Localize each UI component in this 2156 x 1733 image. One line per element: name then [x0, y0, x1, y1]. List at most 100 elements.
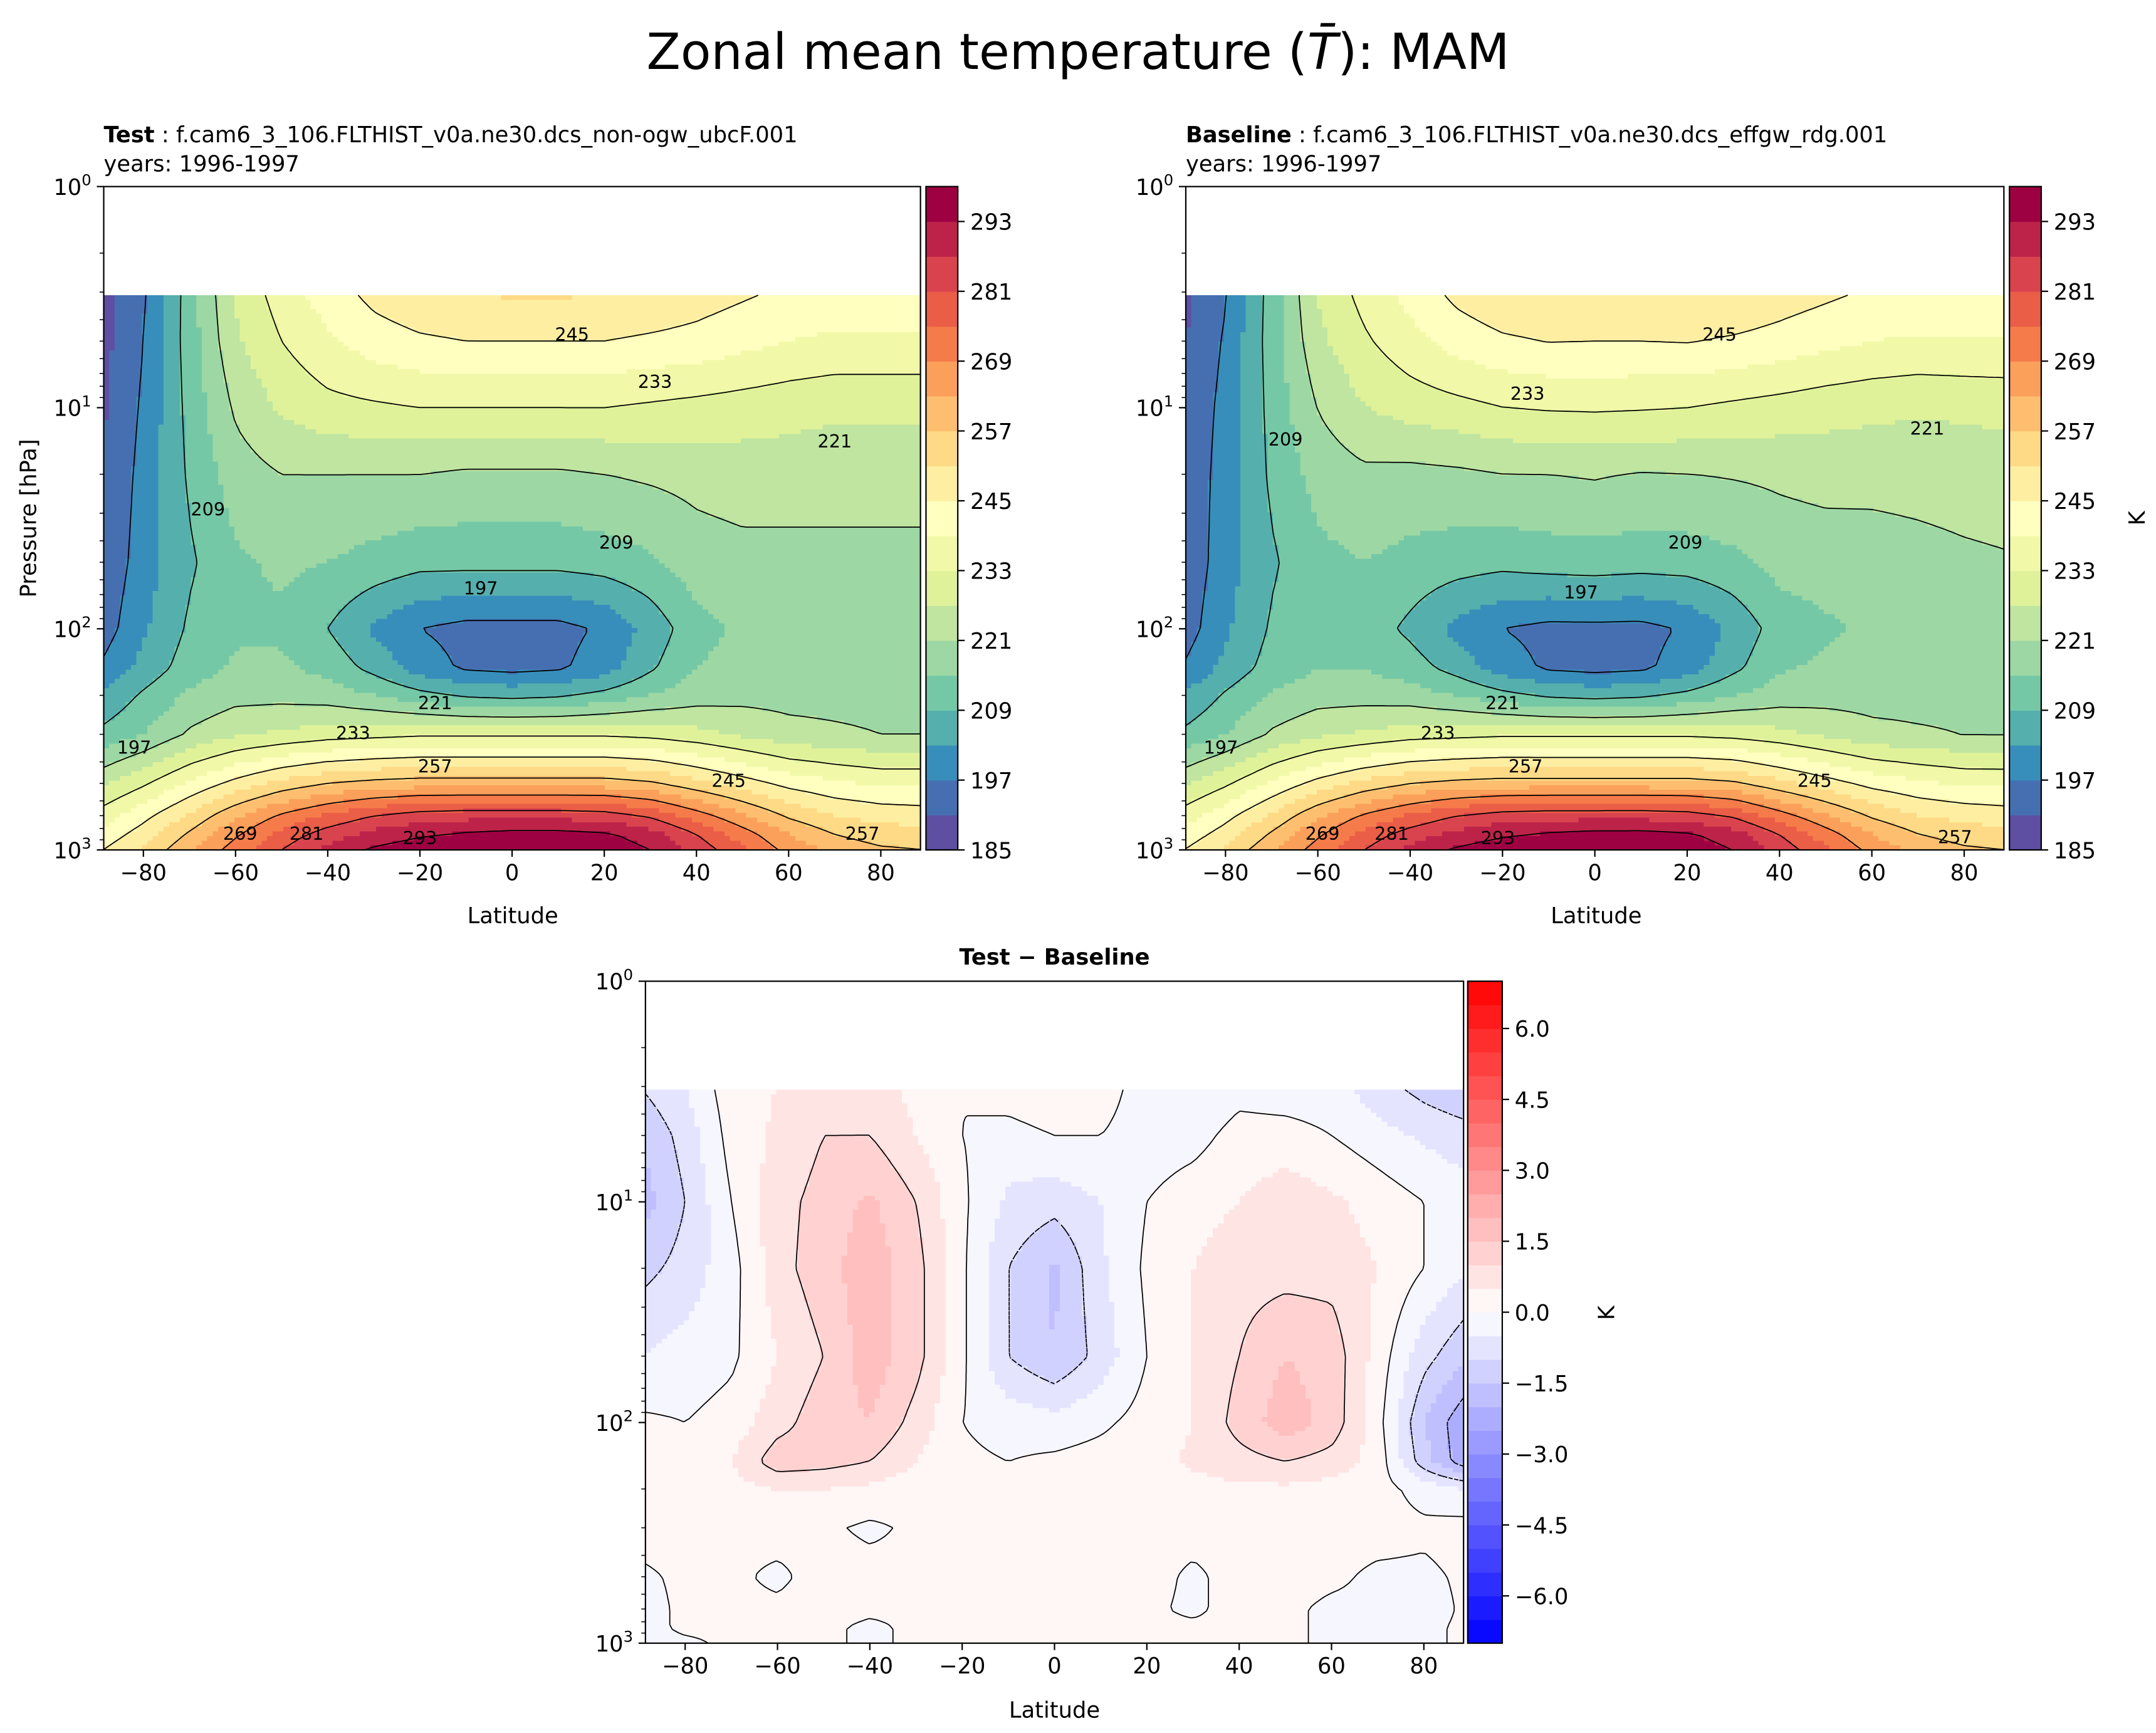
contour-fill-cell — [1278, 558, 1754, 564]
contour-fill-cell — [103, 494, 132, 500]
contour-fill-cell — [1125, 1408, 1191, 1413]
contour-fill-cell — [1109, 1297, 1143, 1302]
contour-fill-cell — [1295, 424, 1329, 430]
contour-fill-cell — [1284, 360, 1307, 365]
contour-fill-cell — [1420, 1140, 1465, 1146]
contour-fill-cell — [1403, 1490, 1465, 1497]
contour-fill-cell — [185, 429, 208, 435]
contour-fill-cell — [147, 295, 164, 301]
contour-fill-cell — [1322, 831, 1356, 837]
contour-fill-cell — [1349, 743, 1798, 749]
contour-label: 233 — [1510, 383, 1545, 404]
contour-fill-cell — [923, 1297, 946, 1302]
colorbar-tick-label: 281 — [970, 280, 1012, 305]
contour-fill-cell — [1442, 1389, 1465, 1395]
contour-fill-cell — [1900, 808, 2005, 814]
contour-fill-cell — [164, 827, 192, 832]
contour-fill-cell — [847, 1306, 892, 1312]
contour-fill-cell — [1447, 582, 1710, 587]
contour-fill-cell — [1278, 808, 1307, 814]
contour-fill-cell — [967, 1292, 990, 1298]
contour-fill-cell — [158, 526, 192, 532]
contour-fill-cell — [1185, 702, 1214, 708]
contour-fill-cell — [1403, 1389, 1421, 1395]
contour-fill-cell — [820, 1348, 854, 1353]
contour-fill-cell — [169, 771, 208, 777]
contour-fill-cell — [327, 628, 372, 634]
contour-fill-cell — [1257, 785, 1295, 791]
contour-fill-cell — [1677, 600, 1743, 606]
contour-fill-cell — [727, 1177, 761, 1183]
contour-fill-cell — [327, 558, 660, 564]
contour-fill-cell — [923, 1324, 946, 1331]
contour-fill-cell — [1316, 512, 1896, 518]
contour-fill-cell — [1228, 1398, 1268, 1404]
contour-fill-cell — [158, 535, 192, 541]
contour-fill-cell — [1240, 364, 1263, 370]
contour-label: 197 — [1564, 582, 1598, 603]
contour-fill-cell — [907, 1186, 941, 1192]
contour-fill-cell — [1213, 438, 1241, 444]
contour-fill-cell — [645, 1385, 723, 1390]
contour-fill-cell — [103, 767, 143, 772]
contour-fill-cell — [776, 1435, 892, 1441]
contour-fill-cell — [1240, 563, 1279, 569]
contour-fill-cell — [1278, 743, 1350, 749]
contour-fill-cell — [212, 448, 251, 453]
contour-fill-cell — [1447, 1633, 1465, 1640]
contour-fill-cell — [1185, 619, 1203, 624]
contour-fill-cell — [114, 318, 143, 324]
contour-fill-cell — [891, 1320, 924, 1326]
contour-fill-cell — [1311, 1403, 1344, 1409]
contour-fill-cell — [130, 466, 159, 472]
contour-fill-cell — [120, 835, 154, 842]
contour-fill-cell — [1240, 517, 1274, 523]
contour-fill-cell — [1010, 1329, 1088, 1335]
contour-fill-cell — [967, 1329, 990, 1335]
contour-fill-cell — [114, 798, 148, 805]
contour-fill-cell — [1185, 572, 1208, 578]
contour-fill-cell — [1109, 1426, 1191, 1432]
contour-fill-cell — [1185, 734, 1220, 740]
contour-fill-cell — [136, 438, 159, 444]
contour-fill-cell — [403, 665, 459, 671]
contour-fill-cell — [103, 545, 132, 550]
contour-fill-cell — [847, 1246, 892, 1252]
contour-fill-cell — [1213, 448, 1241, 453]
y-tick-exponent: 2 — [1164, 613, 1173, 631]
contour-fill-cell — [1109, 1283, 1143, 1289]
contour-fill-cell — [852, 1348, 892, 1353]
contour-fill-cell — [158, 716, 208, 721]
contour-fill-cell — [1240, 337, 1263, 342]
contour-fill-cell — [869, 1482, 1279, 1487]
contour-fill-cell — [648, 669, 693, 675]
contour-fill-cell — [822, 374, 921, 379]
contour-fill-cell — [212, 438, 246, 444]
contour-fill-cell — [803, 1292, 848, 1298]
contour-fill-cell — [1306, 808, 1339, 814]
contour-fill-cell — [610, 669, 649, 675]
contour-fill-cell — [681, 323, 921, 328]
contour-fill-cell — [1420, 1477, 1459, 1482]
contour-fill-cell — [1228, 1403, 1268, 1409]
contour-fill-cell — [1049, 1311, 1055, 1317]
contour-fill-cell — [1185, 683, 1192, 689]
y-tick-exponent: 3 — [624, 1627, 633, 1645]
contour-fill-cell — [158, 457, 186, 463]
contour-fill-cell — [1371, 1302, 1405, 1307]
contour-fill-cell — [261, 563, 317, 569]
contour-fill-cell — [1371, 753, 1781, 758]
contour-fill-cell — [1808, 660, 2005, 666]
contour-fill-cell — [278, 471, 431, 476]
contour-fill-cell — [645, 1089, 690, 1095]
contour-fill-cell — [1840, 619, 2005, 624]
contour-fill-cell — [891, 1324, 924, 1331]
contour-fill-cell — [1430, 1408, 1453, 1413]
contour-fill-cell — [1343, 1426, 1366, 1432]
contour-fill-cell — [1185, 757, 1203, 763]
contour-fill-cell — [109, 743, 159, 749]
contour-fill-cell — [125, 706, 170, 712]
contour-fill-cell — [1289, 817, 1317, 823]
contour-fill-cell — [1185, 355, 1220, 361]
contour-fill-cell — [1403, 1385, 1421, 1390]
